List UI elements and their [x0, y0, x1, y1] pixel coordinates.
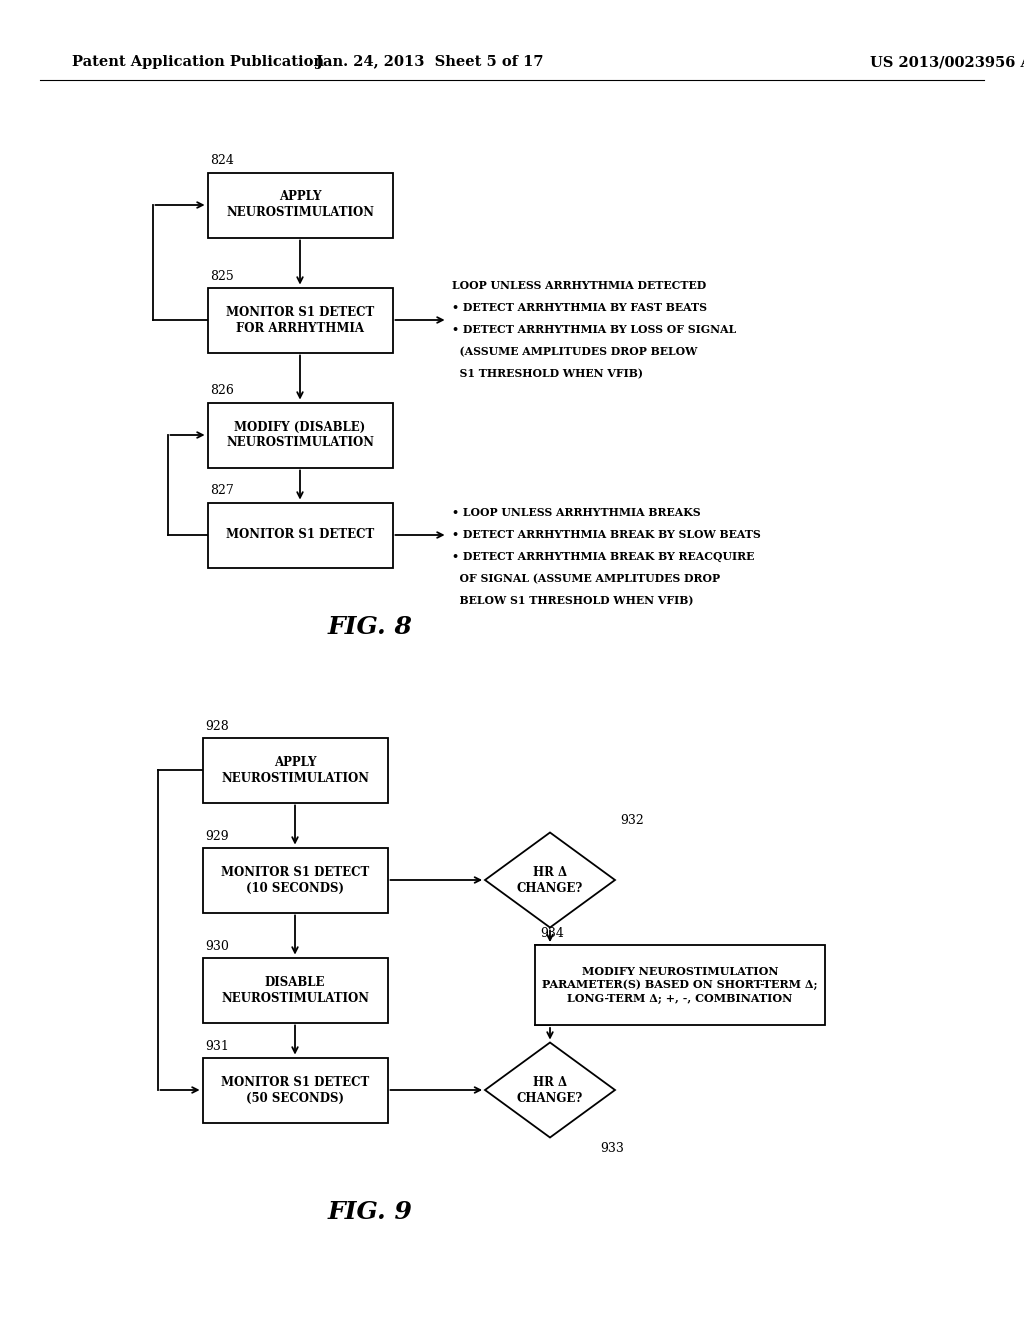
Text: DISABLE
NEUROSTIMULATION: DISABLE NEUROSTIMULATION	[221, 975, 369, 1005]
Text: 930: 930	[206, 940, 229, 953]
Text: 824: 824	[211, 154, 234, 168]
Text: Patent Application Publication: Patent Application Publication	[72, 55, 324, 69]
FancyBboxPatch shape	[208, 503, 392, 568]
Polygon shape	[485, 833, 615, 928]
FancyBboxPatch shape	[208, 403, 392, 467]
Text: MONITOR S1 DETECT: MONITOR S1 DETECT	[226, 528, 374, 541]
Polygon shape	[485, 1043, 615, 1138]
Text: 827: 827	[211, 484, 234, 498]
Text: 932: 932	[620, 814, 644, 828]
Text: FIG. 9: FIG. 9	[328, 1200, 413, 1224]
Text: APPLY
NEUROSTIMULATION: APPLY NEUROSTIMULATION	[226, 190, 374, 219]
Text: (ASSUME AMPLITUDES DROP BELOW: (ASSUME AMPLITUDES DROP BELOW	[453, 346, 698, 356]
FancyBboxPatch shape	[208, 173, 392, 238]
FancyBboxPatch shape	[208, 288, 392, 352]
Text: OF SIGNAL (ASSUME AMPLITUDES DROP: OF SIGNAL (ASSUME AMPLITUDES DROP	[453, 573, 721, 583]
Text: • DETECT ARRHYTHMIA BREAK BY REACQUIRE: • DETECT ARRHYTHMIA BREAK BY REACQUIRE	[453, 550, 755, 562]
Text: BELOW S1 THRESHOLD WHEN VFIB): BELOW S1 THRESHOLD WHEN VFIB)	[453, 595, 694, 606]
Text: S1 THRESHOLD WHEN VFIB): S1 THRESHOLD WHEN VFIB)	[453, 368, 643, 379]
Text: MODIFY NEUROSTIMULATION
PARAMETER(S) BASED ON SHORT-TERM Δ;
LONG-TERM Δ; +, -, C: MODIFY NEUROSTIMULATION PARAMETER(S) BAS…	[543, 966, 818, 1005]
Text: 825: 825	[211, 269, 234, 282]
Text: 928: 928	[206, 719, 229, 733]
Text: 929: 929	[206, 829, 229, 842]
FancyBboxPatch shape	[203, 1057, 387, 1122]
Text: 826: 826	[211, 384, 234, 397]
Text: FIG. 8: FIG. 8	[328, 615, 413, 639]
FancyBboxPatch shape	[535, 945, 825, 1026]
Text: MODIFY (DISABLE)
NEUROSTIMULATION: MODIFY (DISABLE) NEUROSTIMULATION	[226, 421, 374, 450]
Text: MONITOR S1 DETECT
(50 SECONDS): MONITOR S1 DETECT (50 SECONDS)	[221, 1076, 369, 1105]
Text: HR Δ
CHANGE?: HR Δ CHANGE?	[517, 1076, 583, 1105]
Text: HR Δ
CHANGE?: HR Δ CHANGE?	[517, 866, 583, 895]
Text: • DETECT ARRHYTHMIA BREAK BY SLOW BEATS: • DETECT ARRHYTHMIA BREAK BY SLOW BEATS	[453, 529, 761, 540]
Text: • DETECT ARRHYTHMIA BY FAST BEATS: • DETECT ARRHYTHMIA BY FAST BEATS	[453, 302, 708, 313]
Text: MONITOR S1 DETECT
(10 SECONDS): MONITOR S1 DETECT (10 SECONDS)	[221, 866, 369, 895]
Text: 934: 934	[540, 927, 564, 940]
Text: • DETECT ARRHYTHMIA BY LOSS OF SIGNAL: • DETECT ARRHYTHMIA BY LOSS OF SIGNAL	[453, 323, 736, 335]
Text: 931: 931	[206, 1040, 229, 1052]
Text: Jan. 24, 2013  Sheet 5 of 17: Jan. 24, 2013 Sheet 5 of 17	[316, 55, 544, 69]
Text: MONITOR S1 DETECT
FOR ARRHYTHMIA: MONITOR S1 DETECT FOR ARRHYTHMIA	[226, 305, 374, 334]
Text: APPLY
NEUROSTIMULATION: APPLY NEUROSTIMULATION	[221, 755, 369, 784]
Text: • LOOP UNLESS ARRHYTHMIA BREAKS: • LOOP UNLESS ARRHYTHMIA BREAKS	[453, 507, 701, 517]
FancyBboxPatch shape	[203, 847, 387, 912]
Text: US 2013/0023956 A1: US 2013/0023956 A1	[870, 55, 1024, 69]
Text: LOOP UNLESS ARRHYTHMIA DETECTED: LOOP UNLESS ARRHYTHMIA DETECTED	[453, 280, 707, 290]
FancyBboxPatch shape	[203, 738, 387, 803]
FancyBboxPatch shape	[203, 957, 387, 1023]
Text: 933: 933	[600, 1143, 624, 1155]
